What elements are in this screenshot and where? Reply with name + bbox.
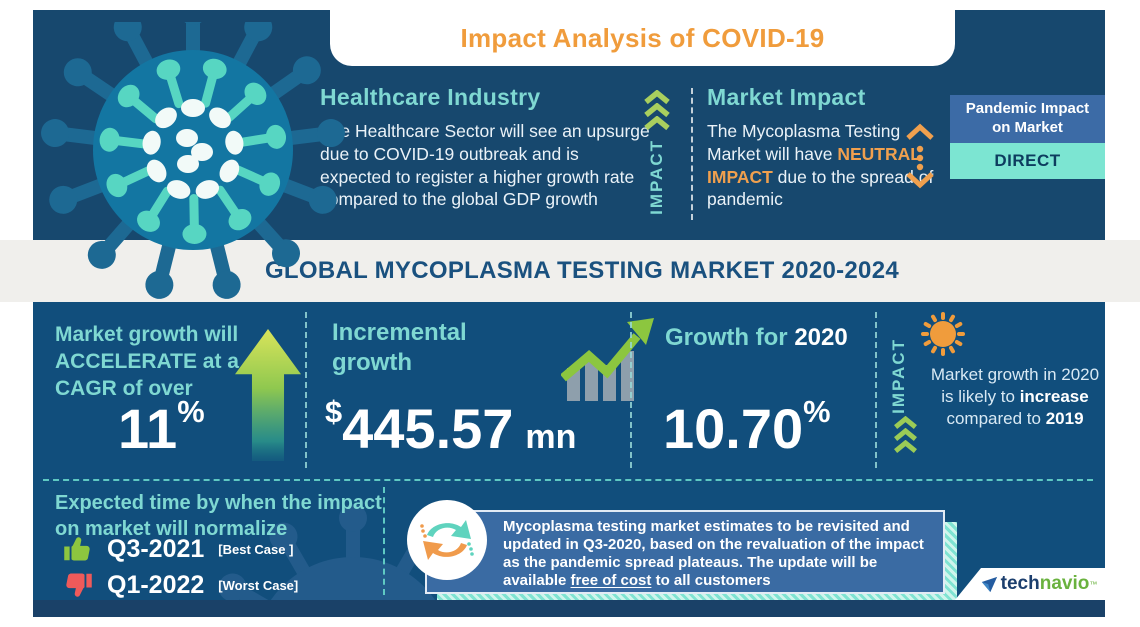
- worst-case-row: Q1-2022 [Worst Case]: [63, 570, 298, 600]
- chevron-up-icon: [893, 428, 917, 441]
- market-impact-body: The Mycoplasma Testing Market will have …: [707, 120, 935, 211]
- worst-case-value: Q1-2022: [107, 570, 205, 599]
- brand-name-part1: tech: [1000, 573, 1040, 594]
- trademark-symbol: ™: [1089, 579, 1098, 589]
- note-text: to all customers: [651, 572, 771, 589]
- impact-sidebar-text: Market growth in 2020 is likely to incre…: [929, 364, 1101, 430]
- body-panel: Market growth will ACCELERATE at a CAGR …: [33, 302, 1105, 600]
- divider: [305, 312, 307, 468]
- incremental-growth-value: $445.57 mn: [325, 394, 576, 461]
- chevron-up-icon: [893, 416, 917, 429]
- cagr-lead-text: Market growth will ACCELERATE at a CAGR …: [55, 323, 239, 400]
- cagr-value: 11%: [118, 394, 205, 461]
- growth-chart-icon: [561, 318, 654, 401]
- market-impact-text: due to the spread of pandemic: [707, 166, 934, 210]
- growth-2020-label: Growth for 2020: [665, 324, 848, 352]
- banner-title: Impact Analysis of COVID-19: [460, 22, 825, 53]
- thumb-down-icon: [66, 573, 92, 597]
- note-underlined-text: free of cost: [570, 572, 652, 589]
- growth-2020-year: 2020: [794, 324, 848, 351]
- divider: [691, 88, 693, 220]
- currency-symbol: $: [325, 394, 343, 429]
- market-impact-title: Market Impact: [707, 84, 866, 110]
- refresh-icon: [407, 500, 487, 580]
- virus-silhouette-decor: [213, 504, 493, 600]
- incremental-growth-label: Incremental growth: [332, 319, 467, 376]
- impact-sidebar-increase: increase: [1019, 387, 1089, 407]
- best-case-label: [Best Case ]: [218, 541, 294, 557]
- growth-2020-label-text: Growth for: [665, 324, 795, 351]
- thumb-up-icon: [64, 537, 90, 561]
- divider: [630, 312, 632, 468]
- impact-trend-indicator: [891, 416, 919, 453]
- growth-2020-number: 10.70: [663, 397, 804, 460]
- normalize-title: Expected time by when the impact on mark…: [55, 492, 382, 540]
- pandemic-impact-label: Pandemic Impact on Market: [950, 95, 1105, 143]
- divider: [383, 487, 385, 595]
- brand-name-part2: navio: [1039, 573, 1090, 594]
- arrow-up-icon: [235, 329, 301, 461]
- impact-sidebar-line1: Market growth in 2020 is likely to: [930, 365, 1100, 407]
- divider: [875, 312, 877, 468]
- banner: Impact Analysis of COVID-19: [330, 10, 955, 66]
- chevron-up-icon: [644, 103, 670, 118]
- cagr-unit: %: [177, 394, 205, 429]
- impact-sidebar-line2: compared to: [946, 409, 1046, 429]
- market-impact-text: The Mycoplasma Testing Market will have: [707, 121, 901, 164]
- chevron-up-icon: [644, 90, 670, 105]
- growth-2020-unit: %: [803, 394, 831, 429]
- page-title: GLOBAL MYCOPLASMA TESTING MARKET 2020-20…: [264, 257, 900, 284]
- incremental-unit: mn: [525, 418, 577, 456]
- healthcare-section: Healthcare Industry The Healthcare Secto…: [320, 84, 652, 211]
- impact-vertical-label: IMPACT: [889, 338, 908, 414]
- divider: [43, 479, 1093, 481]
- coronavirus-icon: [39, 22, 347, 302]
- worst-case-label: [Worst Case]: [218, 577, 299, 593]
- healthcare-body: The Healthcare Sector will see an upsurg…: [320, 121, 650, 210]
- neutral-impact-highlight: NEUTRAL IMPACT: [707, 143, 921, 187]
- header-panel: Impact Analysis of COVID-19 Healthcare I…: [33, 10, 1105, 302]
- virus-icon: [921, 312, 965, 356]
- market-impact-section: Market Impact The Mycoplasma Testing Mar…: [707, 84, 935, 211]
- healthcare-title: Healthcare Industry: [320, 84, 541, 110]
- impact-sidebar-year: 2019: [1045, 409, 1084, 429]
- chevron-up-icon: [644, 116, 670, 131]
- incremental-number: 445.57: [342, 397, 514, 460]
- cagr-number: 11: [118, 397, 178, 460]
- note-box: Mycoplasma testing market estimates to b…: [425, 510, 945, 594]
- healthcare-impact-indicator: IMPACT: [635, 90, 679, 220]
- pandemic-impact-value: DIRECT: [950, 142, 1105, 179]
- note-text: Mycoplasma testing market estimates to b…: [503, 518, 924, 589]
- brand-strip: tech navio ™: [955, 568, 1105, 600]
- best-case-row: Q3-2021 [Best Case ]: [63, 534, 293, 564]
- impact-vertical-label: IMPACT: [647, 139, 666, 215]
- best-case-value: Q3-2021: [107, 534, 205, 563]
- chevron-up-icon: [893, 440, 917, 453]
- footer-strip: [33, 600, 1105, 617]
- technavio-arrow-icon: [981, 576, 997, 592]
- main-title-band: GLOBAL MYCOPLASMA TESTING MARKET 2020-20…: [0, 240, 1140, 302]
- neutral-arrows-icon: [906, 123, 934, 189]
- growth-2020-value: 10.70%: [663, 394, 831, 461]
- pandemic-impact-box: Pandemic Impact on Market DIRECT: [950, 95, 1105, 179]
